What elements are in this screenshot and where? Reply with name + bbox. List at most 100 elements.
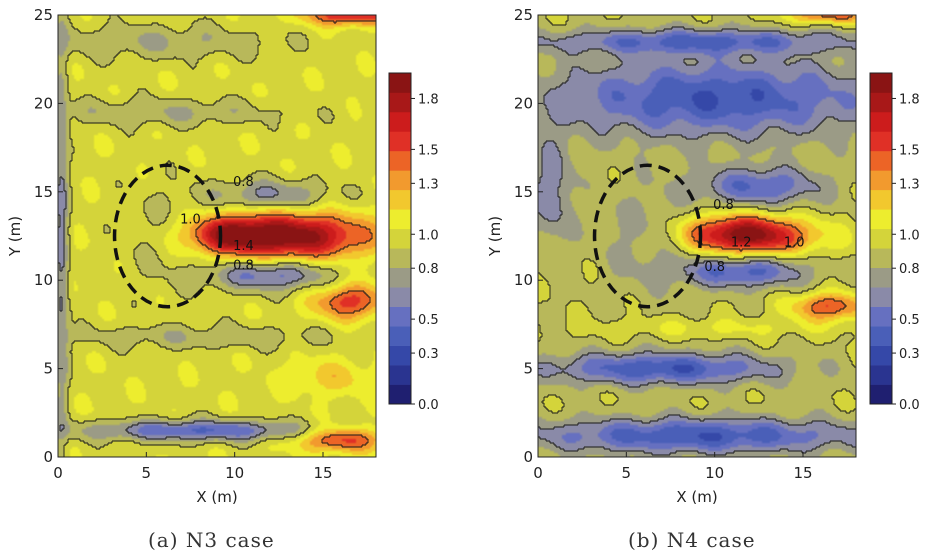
colorbar-swatch bbox=[389, 267, 411, 288]
y-tick-label: 10 bbox=[34, 271, 53, 289]
colorbar-swatch bbox=[870, 131, 892, 152]
colorbar-swatch bbox=[389, 170, 411, 191]
x-axis-label-a: X (m) bbox=[196, 488, 237, 506]
colorbar-swatch bbox=[389, 150, 411, 171]
x-tick-label: 10 bbox=[225, 464, 244, 482]
y-tick-label: 20 bbox=[34, 94, 53, 112]
marked-region-ellipse bbox=[592, 163, 703, 309]
colorbar-tick-label: 1.3 bbox=[899, 177, 920, 192]
colorbar-ticks-a: 0.0 0.3 0.5 0.8 1.0 1.3 1.5 1.8 bbox=[411, 92, 439, 413]
x-tick-label: 10 bbox=[705, 464, 724, 482]
contour-label: 0.8 bbox=[233, 258, 254, 273]
colorbar-swatch bbox=[389, 248, 411, 269]
y-axis-label-a: Y (m) bbox=[6, 216, 24, 257]
colorbar-swatches-b bbox=[870, 73, 892, 405]
y-tick-label: 25 bbox=[514, 6, 533, 24]
y-ticks-b: 0 5 10 15 20 25 bbox=[514, 6, 543, 466]
dashed-ellipse-a bbox=[112, 163, 223, 309]
contour-label: 0.8 bbox=[233, 175, 254, 190]
y-tick-label: 15 bbox=[514, 183, 533, 201]
contour-label: 1.0 bbox=[180, 212, 201, 227]
contour-labels-a: 0.8 1.0 1.4 0.8 bbox=[180, 175, 254, 273]
y-tick-label: 5 bbox=[523, 360, 533, 378]
colorbar-a: 0.0 0.3 0.5 0.8 1.0 1.3 1.5 1.8 bbox=[388, 72, 439, 413]
contour-label: 1.4 bbox=[233, 239, 254, 254]
colorbar-tick-label: 0.0 bbox=[899, 398, 920, 413]
colorbar-swatch bbox=[389, 384, 411, 405]
colorbar-swatch bbox=[389, 228, 411, 249]
y-tick-label: 20 bbox=[514, 94, 533, 112]
x-tick-label: 5 bbox=[622, 464, 632, 482]
colorbar-tick-label: 1.8 bbox=[899, 92, 920, 107]
colorbar-swatch bbox=[389, 345, 411, 366]
colorbar-swatch bbox=[389, 73, 411, 93]
y-tick-label: 15 bbox=[34, 183, 53, 201]
colorbar-swatch bbox=[389, 111, 411, 132]
contour-label: 0.8 bbox=[704, 260, 725, 275]
colorbar-swatch bbox=[870, 384, 892, 405]
colorbar-frame-a bbox=[388, 72, 412, 405]
colorbar-swatch bbox=[389, 131, 411, 152]
contour-label: 1.2 bbox=[731, 235, 752, 250]
contour-lines-a bbox=[58, 15, 376, 457]
dashed-ellipse-b bbox=[592, 163, 703, 309]
contour-line-a bbox=[58, 15, 376, 457]
colorbar-swatch bbox=[870, 267, 892, 288]
y-tick-label: 25 bbox=[34, 6, 53, 24]
colorbar-swatch bbox=[389, 189, 411, 210]
colorbar-tick-label: 0.0 bbox=[418, 398, 439, 413]
panel-a: 0.8 1.0 1.4 0.8 0 5 10 15 0 5 10 15 20 25 X (m) Y (… bbox=[6, 6, 439, 506]
colorbar-tick-label: 0.5 bbox=[418, 313, 439, 328]
colorbar-swatch bbox=[389, 306, 411, 327]
x-axis-label-b: X (m) bbox=[676, 488, 717, 506]
colorbar-tick-label: 0.5 bbox=[899, 313, 920, 328]
contour-label: 0.8 bbox=[713, 198, 734, 213]
y-axis-label-b: Y (m) bbox=[486, 216, 504, 257]
x-ticks-b: 0 5 10 15 bbox=[533, 452, 813, 482]
colorbar-swatch bbox=[389, 365, 411, 385]
colorbar-frame-b bbox=[869, 72, 893, 405]
colorbar-swatch bbox=[870, 111, 892, 132]
x-tick-label: 5 bbox=[142, 464, 152, 482]
colorbar-swatch bbox=[870, 248, 892, 269]
y-tick-label: 5 bbox=[43, 360, 53, 378]
colorbar-swatch bbox=[870, 73, 892, 93]
colorbar-tick-label: 1.8 bbox=[418, 92, 439, 107]
colorbar-swatch bbox=[870, 209, 892, 230]
x-tick-label: 15 bbox=[793, 464, 812, 482]
plot-frame-b bbox=[537, 14, 857, 458]
caption-b: (b) N4 case bbox=[628, 528, 756, 552]
y-tick-label: 0 bbox=[523, 448, 533, 466]
x-tick-label: 15 bbox=[313, 464, 332, 482]
y-tick-label: 0 bbox=[43, 448, 53, 466]
colorbar-swatch bbox=[389, 287, 411, 307]
x-tick-label: 0 bbox=[533, 464, 543, 482]
contour-labels-b: 0.8 1.2 1.0 0.8 bbox=[704, 198, 804, 275]
x-tick-label: 0 bbox=[53, 464, 63, 482]
colorbar-swatch bbox=[870, 306, 892, 327]
colorbar-swatch bbox=[870, 345, 892, 366]
colorbar-tick-label: 1.5 bbox=[899, 143, 920, 158]
y-ticks-a: 0 5 10 15 20 25 bbox=[34, 6, 63, 466]
caption-a: (a) N3 case bbox=[148, 528, 275, 552]
colorbar-tick-label: 1.5 bbox=[418, 143, 439, 158]
y-tick-label: 10 bbox=[514, 271, 533, 289]
colorbar-swatch bbox=[870, 189, 892, 210]
colorbar-swatch bbox=[389, 326, 411, 346]
colorbar-swatch bbox=[870, 228, 892, 249]
colorbar-swatch bbox=[389, 209, 411, 230]
colorbar-tick-label: 0.8 bbox=[418, 262, 439, 277]
colorbar-swatch bbox=[870, 287, 892, 307]
colorbar-tick-label: 1.0 bbox=[418, 228, 439, 243]
colorbar-tick-label: 0.3 bbox=[899, 347, 920, 362]
colorbar-swatches-a bbox=[389, 73, 411, 405]
colorbar-swatch bbox=[870, 170, 892, 191]
contour-lines-b bbox=[538, 15, 856, 456]
colorbar-swatch bbox=[870, 92, 892, 113]
colorbar-ticks-b: 0.0 0.3 0.5 0.8 1.0 1.3 1.5 1.8 bbox=[892, 92, 920, 413]
contour-field-b bbox=[538, 15, 856, 457]
colorbar-swatch bbox=[870, 150, 892, 171]
x-ticks-a: 0 5 10 15 bbox=[53, 452, 333, 482]
marked-region-ellipse bbox=[112, 163, 223, 309]
